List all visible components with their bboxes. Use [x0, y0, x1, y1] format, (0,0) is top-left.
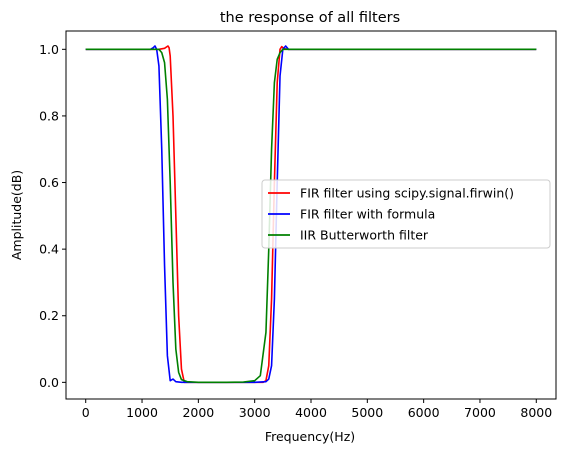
x-tick-label: 8000 — [520, 405, 552, 420]
legend-label: FIR filter with formula — [300, 207, 435, 222]
x-axis: 0 1000 2000 3000 4000 5000 6000 7000 8000 — [82, 399, 553, 420]
x-tick-label: 6000 — [408, 405, 440, 420]
x-tick-label: 4000 — [295, 405, 327, 420]
x-tick-label: 3000 — [239, 405, 271, 420]
y-tick-label: 0.0 — [39, 375, 59, 390]
x-tick-label: 2000 — [182, 405, 214, 420]
chart-title: the response of all filters — [220, 10, 400, 26]
legend-label: IIR Butterworth filter — [300, 228, 429, 243]
y-tick-label: 0.6 — [39, 175, 59, 190]
legend-label: FIR filter using scipy.signal.firwin() — [300, 186, 514, 201]
y-tick-label: 0.4 — [39, 242, 59, 257]
x-tick-label: 7000 — [464, 405, 496, 420]
y-axis: 0.0 0.2 0.4 0.6 0.8 1.0 — [39, 42, 66, 390]
y-tick-label: 0.2 — [39, 308, 59, 323]
x-tick-label: 5000 — [351, 405, 383, 420]
x-tick-label: 1000 — [126, 405, 158, 420]
x-tick-label: 0 — [82, 405, 90, 420]
y-tick-label: 0.8 — [39, 108, 59, 123]
y-tick-label: 1.0 — [39, 42, 59, 57]
y-axis-label: Amplitude(dB) — [9, 170, 24, 260]
x-axis-label: Frequency(Hz) — [265, 429, 355, 444]
legend: FIR filter using scipy.signal.firwin() FI… — [262, 180, 550, 248]
